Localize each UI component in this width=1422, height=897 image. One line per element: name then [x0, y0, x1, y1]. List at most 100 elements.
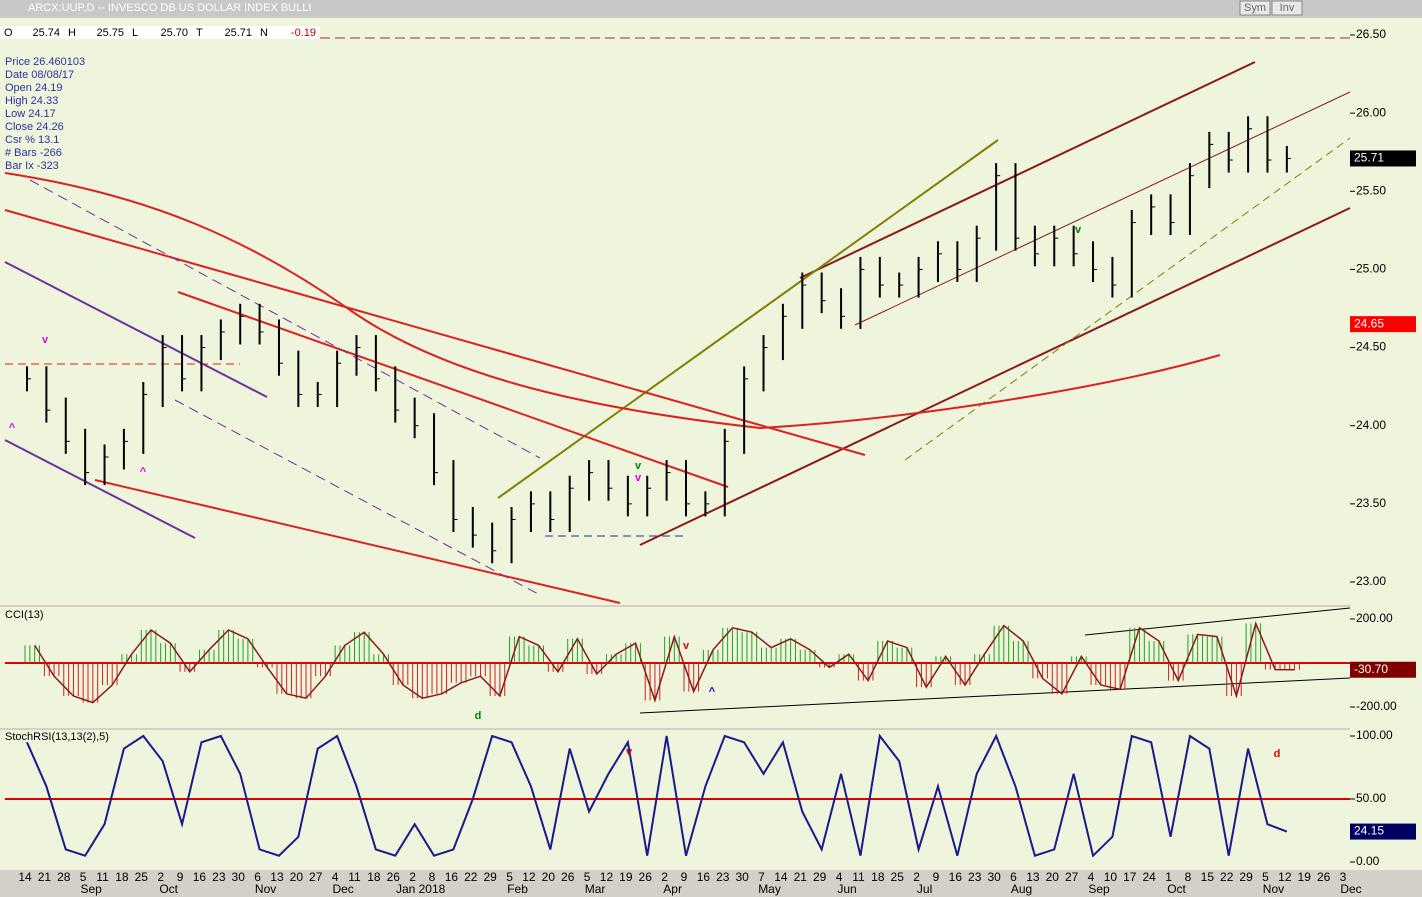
day-label: 29 — [813, 870, 827, 884]
month-label: Sep — [1088, 882, 1110, 896]
annotation: v — [42, 334, 49, 346]
day-label: 8 — [429, 870, 436, 884]
inv-label[interactable]: Inv — [1280, 2, 1295, 14]
quote-value: 25.71 — [224, 27, 252, 39]
day-label: 26 — [1317, 870, 1331, 884]
day-label: 12 — [600, 870, 614, 884]
value-box-label: 24.65 — [1354, 316, 1384, 330]
price-pane — [0, 18, 1350, 605]
day-label: 4 — [332, 870, 339, 884]
day-label: 30 — [232, 870, 246, 884]
data-window-line: Date 08/08/17 — [5, 69, 74, 81]
day-label: 23 — [968, 870, 982, 884]
month-label: Apr — [663, 882, 682, 896]
y-tick-label: 23.00 — [1356, 574, 1386, 588]
day-label: 19 — [1298, 870, 1312, 884]
title-bar — [0, 0, 1422, 17]
day-label: 30 — [987, 870, 1001, 884]
y-tick-label: 26.00 — [1356, 105, 1386, 119]
day-label: 22 — [464, 870, 478, 884]
data-window-line: Close 24.26 — [5, 121, 64, 133]
day-label: 18 — [871, 870, 885, 884]
day-label: 4 — [1088, 870, 1095, 884]
month-label: Feb — [507, 882, 528, 896]
day-label: 14 — [774, 870, 788, 884]
quote-key: O — [4, 27, 13, 39]
day-label: 20 — [542, 870, 556, 884]
month-label: Oct — [159, 882, 178, 896]
quote-value: -0.19 — [291, 27, 316, 39]
sym-label[interactable]: Sym — [1244, 2, 1266, 14]
y-tick-label: 25.00 — [1356, 262, 1386, 276]
sym-button[interactable] — [1239, 0, 1271, 16]
day-label: 8 — [1185, 870, 1192, 884]
quote-value: 25.74 — [32, 27, 60, 39]
value-box — [1350, 823, 1416, 840]
day-label: 20 — [290, 870, 304, 884]
day-label: 25 — [891, 870, 905, 884]
day-label: 23 — [716, 870, 730, 884]
quote-key: H — [68, 27, 76, 39]
stoch-line — [26, 733, 1288, 858]
day-label: 13 — [1026, 870, 1040, 884]
day-label: 18 — [367, 870, 381, 884]
day-label: 16 — [697, 870, 711, 884]
day-label: 12 — [1278, 870, 1292, 884]
day-label: 2 — [157, 870, 164, 884]
annotation: d — [475, 710, 482, 722]
y-tick-label: 100.00 — [1356, 728, 1393, 742]
data-window-line: Low 24.17 — [5, 108, 56, 120]
day-label: 7 — [758, 870, 765, 884]
day-label: 26 — [387, 870, 401, 884]
day-label: 2 — [661, 870, 668, 884]
quote-strip — [0, 26, 320, 39]
value-box-label: 24.15 — [1354, 824, 1384, 838]
month-label: Nov — [1263, 882, 1284, 896]
annotation: v — [626, 746, 633, 758]
day-label: 29 — [483, 870, 497, 884]
day-label: 2 — [409, 870, 416, 884]
day-label: 24 — [1142, 870, 1156, 884]
annotation: v — [1075, 224, 1082, 236]
day-label: 19 — [619, 870, 633, 884]
quote-value: 25.70 — [160, 27, 188, 39]
quote-key: N — [260, 27, 268, 39]
month-label: Dec — [332, 882, 353, 896]
day-label: 22 — [1220, 870, 1234, 884]
stoch-label: StochRSI(13,13(2),5) — [5, 731, 109, 743]
day-label: 6 — [254, 870, 261, 884]
day-label: 26 — [561, 870, 575, 884]
day-label: 11 — [96, 870, 109, 884]
day-label: 9 — [681, 870, 688, 884]
month-label: Sep — [80, 882, 102, 896]
y-tick-label: 0.00 — [1356, 854, 1380, 868]
day-label: 17 — [1123, 870, 1137, 884]
annotation: v — [635, 460, 642, 472]
window-title: ARCX:UUP,D -- INVESCO DB US DOLLAR INDEX… — [28, 2, 311, 14]
inv-button[interactable] — [1271, 0, 1303, 16]
y-tick-label: 23.50 — [1356, 496, 1386, 510]
y-tick-label: 24.00 — [1356, 418, 1386, 432]
day-label: 28 — [57, 870, 71, 884]
month-label: Jan 2018 — [396, 882, 446, 896]
y-tick-label: -200.00 — [1356, 699, 1397, 713]
day-label: 4 — [836, 870, 843, 884]
y-tick-label: 50.00 — [1356, 791, 1386, 805]
y-tick-label: 25.50 — [1356, 183, 1386, 197]
quote-value: 25.75 — [96, 27, 124, 39]
day-label: 5 — [80, 870, 87, 884]
day-label: 16 — [949, 870, 963, 884]
day-label: 10 — [1104, 870, 1118, 884]
day-label: 25 — [135, 870, 149, 884]
y-tick-label: 200.00 — [1356, 611, 1393, 625]
day-label: 21 — [38, 870, 52, 884]
month-label: Dec — [1340, 882, 1361, 896]
day-label: 23 — [212, 870, 226, 884]
month-label: Nov — [255, 882, 276, 896]
day-label: 2 — [913, 870, 920, 884]
annotation: ^ — [140, 466, 147, 478]
data-window-line: Csr % 13.1 — [5, 134, 59, 146]
data-window-line: Price 26.460103 — [5, 56, 85, 68]
month-label: May — [758, 882, 781, 896]
day-label: 16 — [193, 870, 207, 884]
